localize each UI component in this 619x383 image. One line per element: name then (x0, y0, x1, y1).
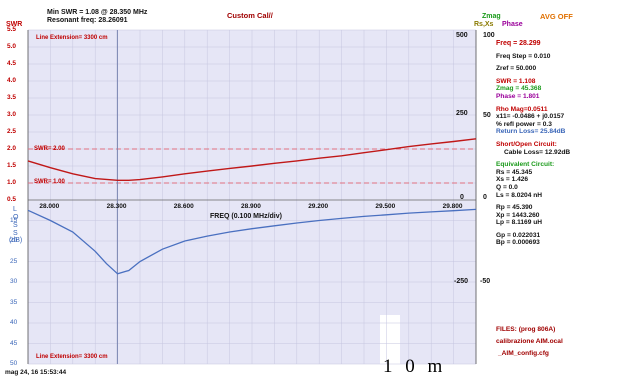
short-open-heading: Short/Open Circuit: (496, 140, 557, 148)
zref-readout: Zref = 50.000 (496, 65, 537, 73)
right-tick-0: 0 (483, 194, 487, 201)
loss-letter-o: O (13, 214, 19, 221)
zmag-legend: Zmag (482, 13, 501, 20)
rsxs-legend: Rs,Xs (474, 21, 494, 28)
bp-readout: Bp = 0.000693 (496, 239, 540, 247)
return-loss-readout: Return Loss= 25.84dB (496, 128, 566, 136)
swr-tick-label: 3.0 (7, 111, 17, 118)
loss-letter-s1: S (13, 222, 18, 229)
files-heading: FILES: (prog 806A) (496, 326, 556, 333)
mode-label: Custom Cal// (227, 11, 273, 20)
gp-readout: Gp = 0.022031 (496, 231, 541, 239)
file-config: _AIM_config.cfg (498, 350, 549, 357)
cable-loss-readout: Cable Loss= 12.92dB (504, 148, 571, 156)
loss-tick-label: 20 (10, 237, 18, 244)
freq-readout: Freq = 28.299 (496, 40, 541, 47)
x-tick-label: 28.900 (241, 203, 261, 210)
loss-tick-label: 30 (10, 278, 18, 285)
right-tick-50: 50 (483, 112, 491, 119)
loss-tick-label: 35 (10, 298, 18, 306)
swr-tick-label: 2.5 (7, 128, 17, 135)
swr-axis-label: SWR (6, 21, 23, 28)
swr-curve (27, 138, 477, 181)
swr-tick-label: 4.0 (7, 77, 17, 84)
zmag-tick-minus250: -250 (454, 278, 469, 285)
swr-tick-label: 0.5 (7, 196, 17, 203)
xs-readout: Xs = 1.426 (496, 176, 529, 184)
swr-tick-label: 1.5 (7, 162, 17, 169)
x-tick-label: 29.200 (308, 203, 329, 210)
xp-readout: Xp = 1443.260 (496, 211, 540, 219)
loss-tick-label: 15 (10, 216, 18, 224)
swr-tick-label: 3.5 (7, 94, 17, 101)
loss-unit: (dB) (9, 237, 23, 244)
zmag-tick-500: 500 (456, 32, 468, 39)
x-tick-label: 29.800 (442, 203, 463, 210)
loss-letter-l: L (13, 206, 17, 213)
plot-notch (380, 315, 400, 365)
lower-line-extension: Line Extension= 3300 cm (36, 354, 108, 360)
resonant-freq-readout: Resonant freq: 28.26091 (47, 17, 128, 24)
timestamp: mag 24, 16 15:53:44 (5, 369, 67, 376)
rho-mag-readout: Rho Mag=0.0511 (496, 105, 548, 113)
x-tick-label: 29.500 (375, 203, 396, 210)
measurement-panel: Freq = 28.299 Freq Step = 0.010 Zref = 5… (496, 40, 618, 247)
swr-tick-label: 5.5 (7, 26, 17, 33)
x-tick-label: 28.600 (173, 203, 194, 210)
x-axis-label: FREQ (0.100 MHz/div) (210, 213, 282, 220)
min-swr-readout: Min SWR = 1.08 @ 28.350 MHz (47, 9, 148, 16)
file-cal: calibrazione AIM.ocal (496, 338, 563, 345)
swr-tick-label: 1.0 (7, 179, 17, 186)
phase-readout: Phase = 1.801 (496, 92, 540, 100)
swr-tick-label: 4.5 (7, 60, 17, 67)
rp-readout: Rp = 45.390 (496, 204, 533, 212)
swr-tick-label: 5.0 (7, 43, 17, 50)
freq-step-readout: Freq Step = 0.010 (496, 52, 551, 60)
zmag-readout: Zmag = 45.368 (496, 85, 542, 93)
loss-tick-label: 40 (10, 319, 18, 326)
upper-line-extension: Line Extension= 3300 cm (36, 35, 108, 41)
swr-ref-2-label: SWR= 2.00 (34, 146, 65, 152)
refl-power-readout: % refl power = 0.3 (496, 120, 552, 128)
swr-tick-label: 2.0 (7, 145, 17, 152)
lp-readout: Lp = 8.1169 uH (496, 219, 542, 227)
return-loss-curve (27, 208, 477, 275)
zmag-tick-0: 0 (460, 194, 464, 201)
x-tick-label: 28.300 (106, 203, 127, 210)
loss-letter-s2: S (13, 230, 18, 237)
loss-tick-label: 50 (10, 360, 18, 367)
equiv-circuit-heading: Equivalent Circuit: (496, 161, 555, 169)
q-readout: Q = 0.0 (496, 183, 518, 191)
rs-readout: Rs = 45.345 (496, 168, 533, 176)
loss-tick-label: 45 (10, 339, 18, 347)
band-overlay-text: 1 0 m (383, 356, 447, 377)
zmag-tick-250: 250 (456, 110, 468, 117)
loss-tick-label: 25 (10, 257, 18, 265)
x11-readout: x11= -0.0486 + j0.0157 (496, 113, 565, 121)
swr-ref-1-label: SWR= 1.00 (34, 179, 65, 185)
avg-status: AVG OFF (540, 12, 573, 21)
x-tick-label: 28.000 (39, 203, 60, 210)
phase-legend: Phase (502, 21, 523, 28)
right-tick-minus50: -50 (480, 278, 491, 285)
ls-readout: Ls = 8.0204 nH (496, 191, 542, 199)
right-tick-100: 100 (483, 32, 495, 39)
swr-readout: SWR = 1.108 (496, 77, 536, 85)
